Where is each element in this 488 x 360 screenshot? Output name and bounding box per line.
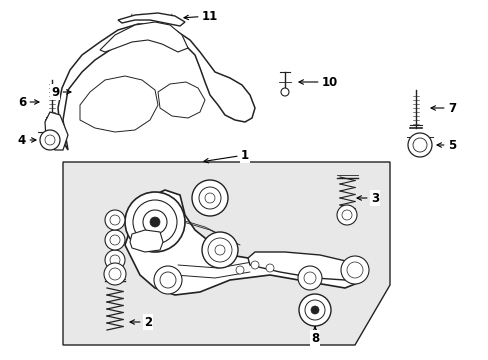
Polygon shape [118, 13, 184, 26]
Polygon shape [158, 82, 204, 118]
Circle shape [40, 130, 60, 150]
Circle shape [154, 266, 182, 294]
Circle shape [150, 217, 160, 227]
Circle shape [105, 210, 125, 230]
Circle shape [110, 215, 120, 225]
Text: 10: 10 [298, 76, 337, 89]
Circle shape [45, 135, 55, 145]
Circle shape [125, 192, 184, 252]
Polygon shape [247, 252, 354, 280]
Circle shape [105, 250, 125, 270]
Polygon shape [125, 190, 359, 295]
Text: 7: 7 [430, 102, 455, 114]
Circle shape [250, 261, 259, 269]
Polygon shape [100, 22, 187, 52]
Circle shape [341, 210, 351, 220]
Circle shape [202, 232, 238, 268]
Circle shape [336, 205, 356, 225]
Text: 11: 11 [183, 9, 218, 23]
Circle shape [160, 272, 176, 288]
Text: 3: 3 [356, 192, 378, 204]
Circle shape [109, 268, 121, 280]
Text: 1: 1 [203, 149, 248, 163]
Circle shape [346, 262, 362, 278]
Text: 4: 4 [18, 134, 36, 147]
Polygon shape [45, 112, 68, 150]
Circle shape [133, 200, 177, 244]
Circle shape [236, 266, 244, 274]
Circle shape [305, 300, 325, 320]
Circle shape [281, 88, 288, 96]
Circle shape [298, 294, 330, 326]
Circle shape [310, 306, 318, 314]
Text: 6: 6 [18, 95, 39, 108]
Text: 5: 5 [436, 139, 455, 152]
Circle shape [142, 210, 167, 234]
Circle shape [265, 264, 273, 272]
Circle shape [104, 263, 126, 285]
Circle shape [340, 256, 368, 284]
Polygon shape [130, 230, 163, 252]
Circle shape [192, 180, 227, 216]
Text: 2: 2 [130, 315, 152, 328]
Polygon shape [58, 24, 254, 150]
Circle shape [407, 133, 431, 157]
Circle shape [304, 272, 315, 284]
Text: 9: 9 [51, 86, 71, 99]
Circle shape [110, 235, 120, 245]
Circle shape [297, 266, 321, 290]
Circle shape [215, 245, 224, 255]
Text: 8: 8 [310, 327, 319, 345]
Circle shape [207, 238, 231, 262]
Polygon shape [80, 76, 158, 132]
Circle shape [199, 187, 221, 209]
Polygon shape [63, 162, 389, 345]
Circle shape [412, 138, 426, 152]
Circle shape [105, 230, 125, 250]
Circle shape [204, 193, 215, 203]
Circle shape [110, 255, 120, 265]
